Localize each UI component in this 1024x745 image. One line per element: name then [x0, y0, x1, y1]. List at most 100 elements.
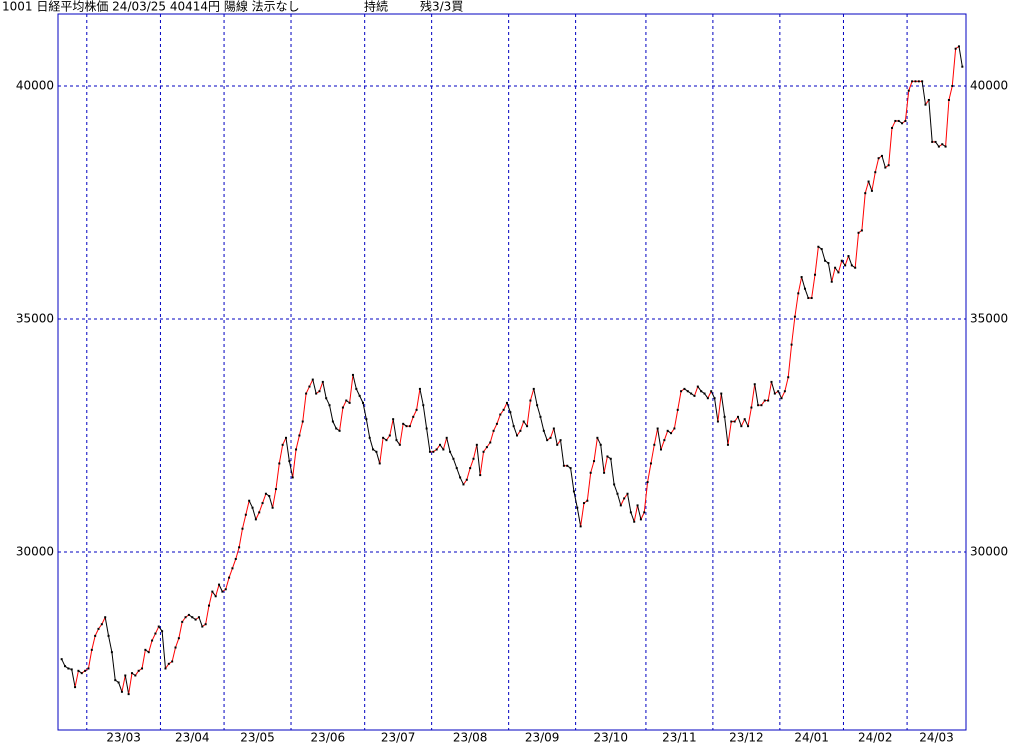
line-segment: [620, 498, 625, 506]
point: [164, 667, 167, 670]
line-segment: [740, 418, 746, 427]
point: [666, 429, 669, 432]
point: [144, 648, 147, 651]
point: [830, 280, 833, 283]
line-segment: [258, 502, 264, 513]
line-segment: [352, 374, 357, 390]
point: [576, 506, 579, 509]
point: [807, 297, 810, 300]
point: [703, 392, 706, 395]
point: [827, 262, 830, 265]
point: [824, 259, 827, 262]
line-segment: [891, 120, 896, 129]
line-segment: [529, 388, 535, 401]
point: [97, 627, 100, 630]
line-segment: [513, 426, 518, 436]
line-segment: [312, 379, 317, 394]
point: [860, 229, 863, 232]
line-segment: [717, 393, 722, 422]
point: [589, 471, 592, 474]
point: [646, 481, 649, 484]
line-segment: [603, 456, 608, 473]
line-segment: [630, 512, 635, 522]
line-segment: [101, 617, 106, 625]
line-segment: [673, 409, 679, 429]
line-segment: [637, 505, 642, 520]
line-segment: [399, 423, 404, 445]
line-segment: [329, 405, 334, 422]
point: [840, 259, 843, 262]
point: [261, 502, 264, 505]
line-segment: [469, 458, 474, 469]
line-segment: [419, 388, 424, 406]
point: [606, 455, 609, 458]
point: [207, 604, 210, 607]
line-segment: [262, 493, 267, 504]
line-segment: [657, 428, 662, 450]
point: [593, 460, 596, 463]
point: [244, 513, 247, 516]
line-segment: [292, 449, 297, 478]
line-segment: [369, 437, 374, 450]
point: [599, 443, 602, 446]
point: [884, 166, 887, 169]
point: [526, 425, 529, 428]
point: [904, 119, 907, 122]
point: [696, 385, 699, 388]
point: [927, 98, 930, 101]
point: [961, 65, 964, 68]
point: [248, 499, 251, 502]
point: [817, 245, 820, 248]
point: [891, 126, 894, 129]
point: [867, 180, 870, 183]
point: [619, 504, 622, 507]
line-segment: [610, 458, 615, 485]
x-tick-label: 23/04: [175, 731, 210, 745]
line-segment: [118, 682, 123, 692]
point: [897, 119, 900, 122]
point: [489, 441, 492, 444]
line-segment: [295, 435, 300, 450]
point: [539, 415, 542, 418]
line-segment: [252, 507, 257, 520]
point: [130, 672, 133, 675]
point: [566, 464, 569, 467]
line-segment: [355, 388, 361, 397]
line-segment: [710, 391, 716, 399]
point: [907, 89, 910, 92]
point: [462, 483, 465, 486]
point: [141, 667, 144, 670]
point: [177, 637, 180, 640]
point: [901, 122, 904, 125]
line-segment: [928, 99, 933, 142]
point: [218, 583, 221, 586]
line-segment: [848, 255, 853, 266]
point: [643, 511, 646, 514]
line-segment: [362, 402, 367, 420]
line-segment: [71, 669, 76, 688]
line-segment: [161, 631, 166, 669]
line-segment: [489, 430, 495, 443]
point: [281, 443, 284, 446]
point: [713, 397, 716, 400]
point: [348, 401, 351, 404]
line-segment: [241, 514, 247, 529]
line-segment: [570, 468, 575, 492]
line-segment: [339, 407, 344, 431]
point: [268, 495, 271, 498]
point: [680, 390, 683, 393]
x-tick-label: 23/12: [729, 731, 764, 745]
x-tick-label: 23/11: [662, 731, 697, 745]
point: [613, 483, 616, 486]
line-segment: [288, 461, 294, 478]
point: [238, 546, 241, 549]
point: [556, 443, 559, 446]
point: [753, 383, 756, 386]
point: [750, 406, 753, 409]
point: [475, 443, 478, 446]
line-segment: [633, 505, 639, 522]
x-tick-label: 23/07: [381, 731, 416, 745]
point: [495, 422, 498, 425]
point: [100, 623, 103, 626]
